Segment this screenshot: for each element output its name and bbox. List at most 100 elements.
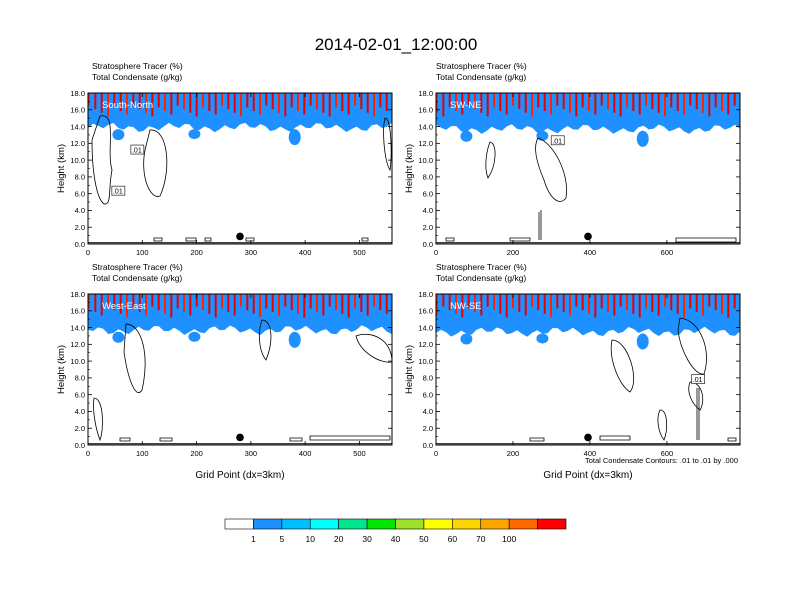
- tracer-streak: [195, 93, 198, 117]
- tracer-streak: [100, 294, 103, 316]
- tracer-streak: [569, 294, 571, 316]
- tracer-streak: [290, 294, 293, 311]
- y-tick-label: 12.0: [70, 340, 85, 349]
- tracer-streak: [271, 294, 274, 312]
- y-tick-label: 18.0: [70, 89, 85, 98]
- tracer-streak: [714, 294, 717, 311]
- tracer-streak: [202, 294, 204, 311]
- tracer-streak: [113, 93, 116, 108]
- colorbar-swatch: [309, 518, 339, 530]
- subtitle-condensate: Total Condensate (g/kg): [436, 72, 526, 82]
- tracer-streak: [347, 93, 350, 115]
- tracer-streak: [303, 93, 306, 115]
- tracer-streak: [214, 93, 217, 115]
- tracer-streak: [259, 294, 261, 318]
- tracer-blob: [188, 129, 201, 140]
- tracer-streak: [632, 294, 635, 314]
- condensate-contour: [485, 141, 496, 179]
- tracer-streak: [208, 93, 211, 111]
- condensate-contour: [91, 115, 113, 205]
- tracer-streak: [721, 294, 723, 314]
- tracer-blob: [536, 130, 549, 141]
- tracer-streak: [436, 294, 438, 316]
- tracer-blob: [288, 129, 301, 146]
- tracer-streak: [664, 93, 666, 117]
- tracer-streak: [347, 294, 350, 318]
- tracer-streak: [556, 294, 559, 309]
- y-tick-label: 18.0: [70, 290, 85, 299]
- tracer-streak: [183, 93, 185, 110]
- tracer-streak: [366, 294, 369, 316]
- colorbar-swatch: [224, 518, 254, 530]
- tracer-streak: [474, 93, 476, 110]
- colorbar-swatch: [480, 518, 510, 530]
- tracer-streak: [486, 93, 489, 117]
- condensate-contour: [93, 397, 103, 442]
- condensate-contour: [204, 237, 212, 242]
- condensate-contour: [677, 317, 707, 375]
- y-tick-label: 16.0: [70, 106, 85, 115]
- x-tick-label: 400: [299, 248, 312, 257]
- y-tick-label: 18.0: [418, 290, 433, 299]
- tracer-streak: [727, 294, 730, 318]
- tracer-streak: [632, 93, 635, 111]
- plot-area: [88, 294, 392, 445]
- condensate-contour: [309, 435, 391, 441]
- x-tick-label: 200: [507, 248, 520, 257]
- colorbar-label: 70: [476, 534, 486, 544]
- y-tick-label: 18.0: [418, 89, 433, 98]
- tracer-streak: [461, 294, 464, 318]
- tracer-streak: [683, 294, 685, 318]
- tracer-streak: [119, 93, 122, 111]
- tracer-streak: [651, 294, 654, 312]
- x-tick-label: 300: [245, 449, 258, 458]
- tracer-streak: [531, 93, 533, 117]
- tracer-streak: [126, 93, 128, 115]
- subtitle-tracer: Stratosphere Tracer (%): [436, 61, 527, 71]
- colorbar: 1 5 10 20 30 40 50 60 70 100: [224, 518, 567, 544]
- tracer-streak: [157, 93, 160, 108]
- tracer-streak: [183, 294, 185, 312]
- tracer-streak: [373, 294, 375, 307]
- tracer-streak: [581, 93, 584, 108]
- tracer-streak: [461, 93, 464, 115]
- tracer-streak: [480, 294, 483, 316]
- tracer-streak: [702, 294, 704, 316]
- tracer-streak: [113, 294, 116, 311]
- tracer-streak: [442, 294, 445, 307]
- y-tick-label: 12.0: [70, 139, 85, 148]
- tracer-streak: [480, 93, 483, 113]
- tracer-streak: [316, 93, 318, 110]
- y-tick-label: 6.0: [75, 390, 85, 399]
- y-tick-label: 8.0: [75, 173, 85, 182]
- x-tick-label: 200: [190, 449, 203, 458]
- tracer-streak: [537, 93, 540, 108]
- tracer-streak: [619, 93, 622, 117]
- y-tick-label: 2.0: [423, 223, 433, 232]
- x-tick-label: 200: [190, 248, 203, 257]
- y-tick-label: 0.0: [75, 441, 85, 450]
- y-tick-label: 0.0: [423, 441, 433, 450]
- tracer-streak: [176, 93, 179, 106]
- location-marker: [584, 433, 592, 442]
- tracer-streak: [499, 294, 502, 314]
- colorbar-swatch: [395, 518, 425, 530]
- x-tick-label: 400: [584, 248, 597, 257]
- tracer-streak: [493, 93, 495, 108]
- x-tick-label: 500: [353, 248, 366, 257]
- tracer-blob: [112, 331, 125, 343]
- x-tick-label: 0: [86, 248, 90, 257]
- x-tick-label: 100: [136, 449, 149, 458]
- panel-sw-ne: .01 0.0 2.0 4.0 6.0 8.0 10.0 12.0 14.0 16.0 18.0 0 2…: [404, 61, 741, 257]
- condensate-contour: [599, 435, 631, 441]
- y-tick-label: 10.0: [70, 156, 85, 165]
- tracer-streak: [436, 93, 438, 113]
- tracer-streak: [385, 93, 388, 111]
- tracer-streak: [474, 294, 476, 312]
- colorbar-label: 5: [279, 534, 284, 544]
- contour-label: .01: [132, 148, 142, 155]
- condensate-contour: [119, 437, 131, 442]
- tracer-streak: [600, 294, 603, 309]
- tracer-streak: [486, 294, 489, 307]
- tracer-streak: [645, 294, 647, 309]
